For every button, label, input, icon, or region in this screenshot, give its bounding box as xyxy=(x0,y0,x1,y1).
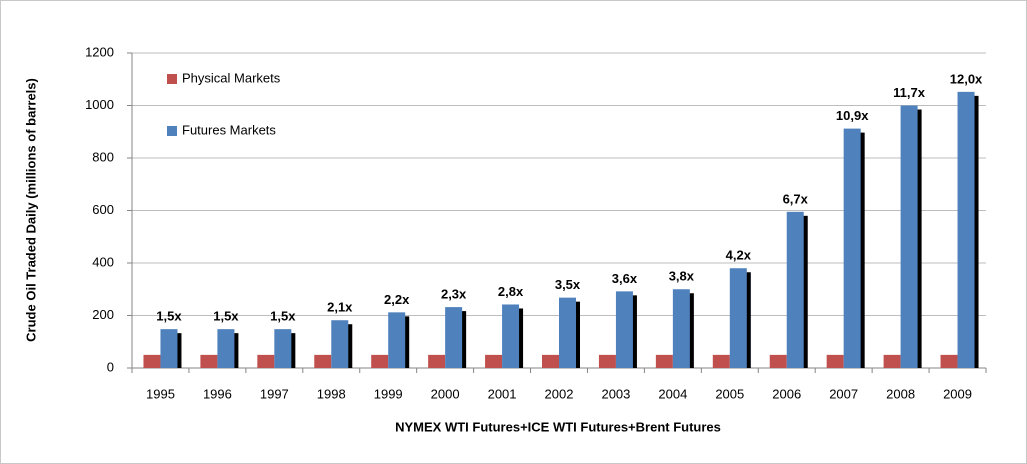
annotation: 1,5x xyxy=(213,309,239,324)
bar xyxy=(314,354,332,368)
bar xyxy=(957,91,975,368)
x-tick-label: 2003 xyxy=(601,386,630,401)
bar xyxy=(615,291,633,368)
annotation: 3,8x xyxy=(669,269,695,284)
annotation: 10,9x xyxy=(836,108,869,123)
bar xyxy=(826,354,844,368)
legend-label: Futures Markets xyxy=(182,122,276,137)
bar xyxy=(655,354,673,368)
x-tick-label: 2004 xyxy=(658,386,687,401)
bar xyxy=(371,354,389,368)
y-tick-label: 800 xyxy=(92,149,114,164)
y-axis-title: Crude Oil Traded Daily (millions of barr… xyxy=(23,78,38,342)
x-tick-label: 1999 xyxy=(374,386,403,401)
x-tick-label: 2000 xyxy=(431,386,460,401)
bar xyxy=(502,304,520,368)
bar xyxy=(200,354,218,368)
x-tick-label: 2005 xyxy=(715,386,744,401)
bar xyxy=(388,312,406,368)
y-tick-label: 0 xyxy=(107,359,114,374)
y-tick-label: 1000 xyxy=(85,97,114,112)
bar xyxy=(940,354,958,368)
bar xyxy=(900,105,918,368)
annotation: 6,7x xyxy=(783,191,809,206)
y-tick-label: 200 xyxy=(92,307,114,322)
bar xyxy=(217,329,235,368)
annotation: 3,5x xyxy=(555,277,581,292)
x-tick-label: 1997 xyxy=(260,386,289,401)
x-tick-label: 1996 xyxy=(203,386,232,401)
bar xyxy=(143,354,161,368)
x-tick-label: 2006 xyxy=(772,386,801,401)
bar xyxy=(331,320,349,368)
y-tick-label: 600 xyxy=(92,202,114,217)
x-tick-label: 2001 xyxy=(488,386,517,401)
legend-swatch xyxy=(167,74,177,84)
bar xyxy=(729,268,747,368)
x-tick-label: 1998 xyxy=(317,386,346,401)
y-tick-label: 400 xyxy=(92,254,114,269)
legend-swatch xyxy=(167,126,177,136)
bar xyxy=(160,329,178,368)
bar xyxy=(445,307,463,368)
legend-label: Physical Markets xyxy=(182,70,281,85)
bar xyxy=(274,329,292,368)
annotation: 2,2x xyxy=(384,292,410,307)
bar xyxy=(428,354,446,368)
annotation: 4,2x xyxy=(726,248,752,263)
annotation: 2,1x xyxy=(327,300,353,315)
x-tick-label: 1995 xyxy=(146,386,175,401)
bar xyxy=(712,354,730,368)
bar xyxy=(769,354,787,368)
x-tick-label: 2008 xyxy=(886,386,915,401)
bar xyxy=(672,289,690,368)
bar xyxy=(843,128,861,368)
bar xyxy=(559,297,576,368)
bar xyxy=(542,354,559,368)
bar xyxy=(485,354,503,368)
bar xyxy=(883,354,901,368)
x-tick-label: 2009 xyxy=(943,386,972,401)
y-tick-label: 1200 xyxy=(85,44,114,59)
annotation: 11,7x xyxy=(893,85,926,100)
annotation: 12,0x xyxy=(950,71,983,86)
bar xyxy=(786,211,804,368)
x-tick-label: 2007 xyxy=(829,386,858,401)
bar xyxy=(598,354,616,368)
annotation: 1,5x xyxy=(156,309,182,324)
x-tick-label: 2002 xyxy=(545,386,574,401)
x-axis-title: NYMEX WTI Futures+ICE WTI Futures+Brent … xyxy=(395,419,721,434)
annotation: 2,8x xyxy=(498,284,524,299)
annotation: 1,5x xyxy=(270,309,296,324)
bar xyxy=(257,354,275,368)
annotation: 2,3x xyxy=(441,287,467,302)
annotation: 3,6x xyxy=(612,271,638,286)
